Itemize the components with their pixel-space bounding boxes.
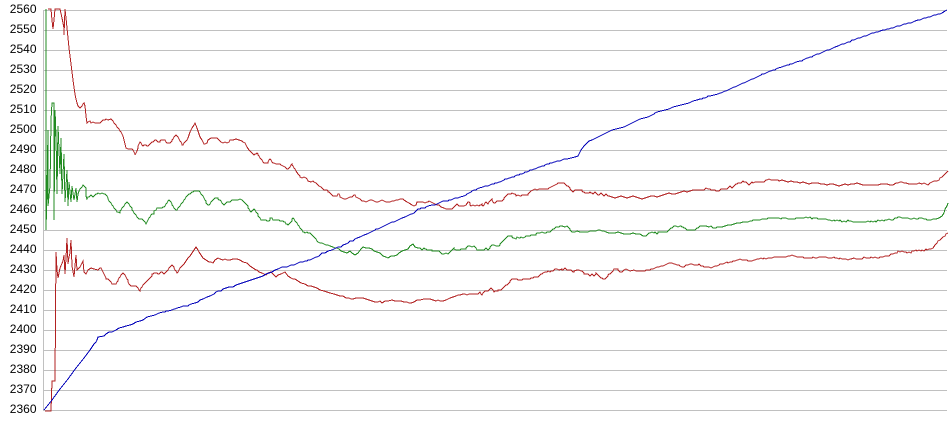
svg-text:2420: 2420 bbox=[10, 282, 37, 296]
svg-text:2540: 2540 bbox=[10, 42, 37, 56]
svg-text:2370: 2370 bbox=[10, 382, 37, 396]
svg-text:2410: 2410 bbox=[10, 302, 37, 316]
svg-text:2530: 2530 bbox=[10, 62, 37, 76]
svg-text:2380: 2380 bbox=[10, 362, 37, 376]
svg-text:2360: 2360 bbox=[10, 402, 37, 416]
svg-text:2400: 2400 bbox=[10, 322, 37, 336]
svg-text:2430: 2430 bbox=[10, 262, 37, 276]
svg-text:2460: 2460 bbox=[10, 202, 37, 216]
svg-text:2480: 2480 bbox=[10, 162, 37, 176]
svg-text:2390: 2390 bbox=[10, 342, 37, 356]
svg-text:2440: 2440 bbox=[10, 242, 37, 256]
svg-text:2490: 2490 bbox=[10, 142, 37, 156]
svg-text:2550: 2550 bbox=[10, 22, 37, 36]
svg-text:2450: 2450 bbox=[10, 222, 37, 236]
svg-text:2500: 2500 bbox=[10, 122, 37, 136]
svg-text:2520: 2520 bbox=[10, 82, 37, 96]
svg-text:2510: 2510 bbox=[10, 102, 37, 116]
svg-text:2560: 2560 bbox=[10, 2, 37, 16]
svg-text:2470: 2470 bbox=[10, 182, 37, 196]
